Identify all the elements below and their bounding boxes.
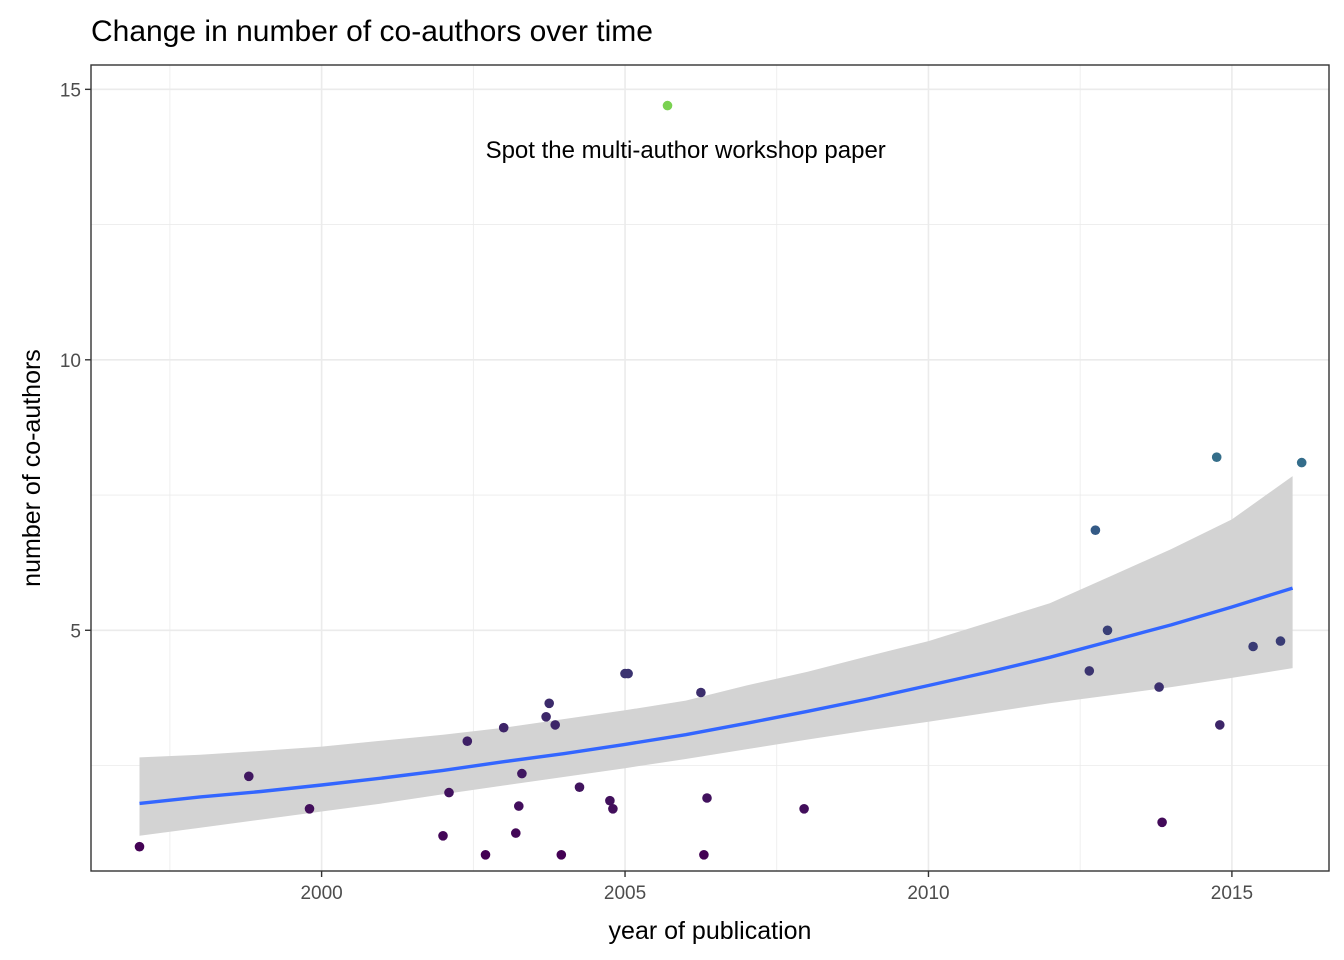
x-tick-label-2: 2010 [907,883,949,904]
y-tick-label-2: 15 [60,80,81,101]
data-point-1 [244,771,254,782]
data-point-8 [511,828,521,838]
data-point-0 [134,841,145,852]
x-tick-label-0: 2000 [300,883,342,904]
y-tick-label-0: 5 [70,621,81,642]
data-point-19 [623,668,633,679]
data-point-29 [1157,817,1167,828]
data-point-34 [1296,457,1307,468]
x-tick-label-1: 2005 [604,883,646,904]
x-axis-title: year of publication [609,917,812,945]
confidence-ribbon [139,476,1293,836]
data-point-12 [544,698,554,709]
data-point-11 [541,712,551,722]
data-point-31 [1215,720,1225,730]
data-point-28 [1154,682,1164,692]
data-point-14 [556,850,567,860]
data-point-25 [1084,666,1095,676]
data-point-22 [699,850,709,860]
data-point-10 [517,768,527,779]
data-point-7 [498,722,509,733]
y-tick-label-1: 10 [60,351,81,372]
data-point-32 [1248,641,1258,652]
confidence-ribbon-layer [139,476,1293,836]
y-axis: 5 10 15 [60,80,91,642]
data-point-20 [662,100,673,111]
data-point-3 [438,831,448,841]
data-point-15 [574,782,585,792]
data-point-17 [608,804,618,814]
data-point-4 [444,787,454,798]
data-point-2 [304,804,315,814]
data-point-33 [1275,636,1286,646]
data-points [134,100,1307,860]
panel-border [90,64,1330,872]
data-point-6 [480,850,491,860]
data-point-5 [462,736,473,746]
data-point-24 [799,804,809,814]
annotation-label: Spot the multi-author workshop paper [486,137,886,164]
data-point-23 [702,793,712,803]
data-point-27 [1102,625,1113,636]
trend-line-layer [139,586,1294,806]
data-point-13 [550,720,560,730]
data-point-21 [696,687,706,698]
data-point-26 [1090,525,1101,535]
data-point-16 [605,795,615,806]
data-point-9 [514,801,524,811]
trend-line [139,586,1294,806]
data-point-30 [1211,452,1222,463]
x-axis: 2000 2005 2010 2015 [300,871,1253,904]
x-tick-label-3: 2015 [1211,883,1253,904]
y-axis-title: number of co-authors [18,349,46,587]
chart-title: Change in number of co-authors over time [91,15,653,48]
